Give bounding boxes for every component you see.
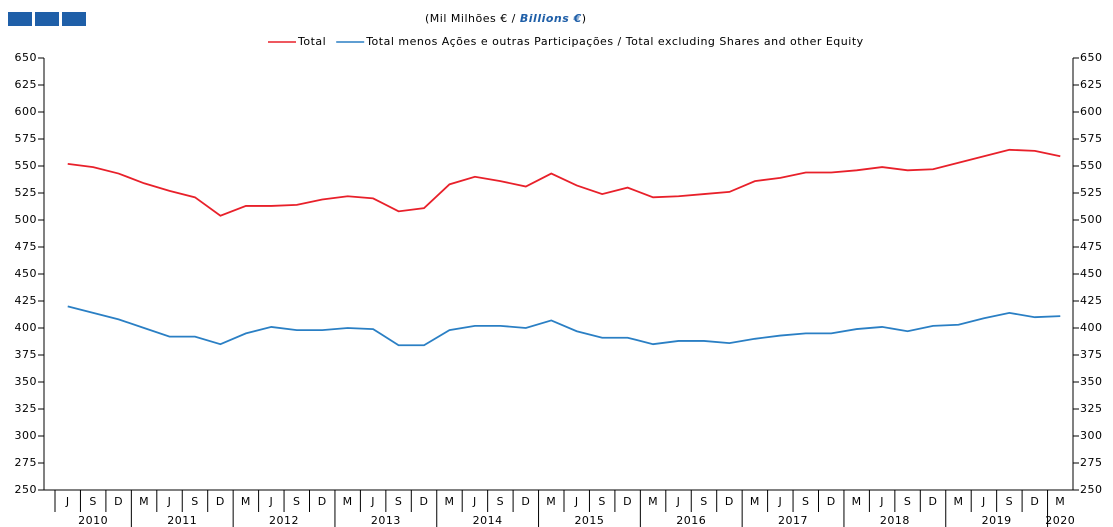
y-tick-label: 600 bbox=[15, 105, 38, 118]
x-tick-label: J bbox=[167, 495, 172, 508]
chart-title: (Mil Milhões € / Billions €) bbox=[425, 12, 587, 25]
x-tick-label: S bbox=[700, 495, 707, 508]
year-label: 2016 bbox=[676, 514, 706, 527]
year-label: 2018 bbox=[880, 514, 910, 527]
x-tick-label: M bbox=[852, 495, 862, 508]
logo-block bbox=[35, 12, 59, 26]
year-label: 2019 bbox=[982, 514, 1012, 527]
x-tick-label: M bbox=[953, 495, 963, 508]
x-tick-label: D bbox=[420, 495, 429, 508]
x-tick-label: M bbox=[139, 495, 149, 508]
x-tick-label: D bbox=[929, 495, 938, 508]
y-tick-label: 350 bbox=[15, 375, 38, 388]
y-tick-label-right: 325 bbox=[1080, 402, 1103, 415]
y-tick-label-right: 600 bbox=[1080, 105, 1103, 118]
y-tick-label: 325 bbox=[15, 402, 38, 415]
x-tick-label: S bbox=[395, 495, 402, 508]
y-tick-label: 300 bbox=[15, 429, 38, 442]
x-tick-label: S bbox=[598, 495, 605, 508]
x-tick-label: S bbox=[802, 495, 809, 508]
x-tick-label: J bbox=[472, 495, 477, 508]
x-tick-label: D bbox=[1030, 495, 1039, 508]
x-tick-label: J bbox=[268, 495, 273, 508]
year-label: 2013 bbox=[371, 514, 401, 527]
x-tick-label: M bbox=[750, 495, 760, 508]
y-tick-label-right: 575 bbox=[1080, 132, 1103, 145]
y-tick-label-right: 250 bbox=[1080, 483, 1103, 496]
x-tick-label: S bbox=[191, 495, 198, 508]
y-tick-label: 575 bbox=[15, 132, 38, 145]
y-tick-label-right: 350 bbox=[1080, 375, 1103, 388]
title-close: ) bbox=[582, 12, 587, 25]
y-tick-label-right: 450 bbox=[1080, 267, 1103, 280]
logo-block bbox=[8, 12, 32, 26]
x-tick-label: S bbox=[1006, 495, 1013, 508]
x-tick-label: M bbox=[444, 495, 454, 508]
x-tick-label: S bbox=[497, 495, 504, 508]
x-tick-label: D bbox=[318, 495, 327, 508]
x-tick-label: J bbox=[879, 495, 884, 508]
y-tick-label-right: 425 bbox=[1080, 294, 1103, 307]
year-label: 2010 bbox=[78, 514, 108, 527]
x-tick-label: D bbox=[216, 495, 225, 508]
y-tick-label: 650 bbox=[15, 51, 38, 64]
x-tick-label: J bbox=[370, 495, 375, 508]
y-tick-label-right: 275 bbox=[1080, 456, 1103, 469]
x-tick-label: J bbox=[777, 495, 782, 508]
year-label: 2012 bbox=[269, 514, 299, 527]
y-tick-label: 375 bbox=[15, 348, 38, 361]
y-tick-label-right: 375 bbox=[1080, 348, 1103, 361]
x-tick-label: J bbox=[981, 495, 986, 508]
y-tick-label-right: 475 bbox=[1080, 240, 1103, 253]
y-tick-label: 450 bbox=[15, 267, 38, 280]
y-tick-label: 250 bbox=[15, 483, 38, 496]
y-tick-label-right: 625 bbox=[1080, 78, 1103, 91]
x-tick-label: M bbox=[343, 495, 353, 508]
x-tick-label: J bbox=[65, 495, 70, 508]
x-tick-label: J bbox=[676, 495, 681, 508]
legend-label: Total bbox=[297, 35, 326, 48]
x-tick-label: J bbox=[574, 495, 579, 508]
year-label: 2017 bbox=[778, 514, 808, 527]
y-tick-label: 400 bbox=[15, 321, 38, 334]
x-tick-label: M bbox=[241, 495, 251, 508]
legend-label: Total menos Ações e outras Participações… bbox=[365, 35, 863, 48]
y-tick-label: 625 bbox=[15, 78, 38, 91]
y-tick-label-right: 650 bbox=[1080, 51, 1103, 64]
series-line bbox=[67, 148, 1061, 217]
y-tick-label: 550 bbox=[15, 159, 38, 172]
y-tick-label: 525 bbox=[15, 186, 38, 199]
year-label: 2011 bbox=[167, 514, 197, 527]
y-tick-label-right: 300 bbox=[1080, 429, 1103, 442]
y-tick-label-right: 500 bbox=[1080, 213, 1103, 226]
y-tick-label-right: 525 bbox=[1080, 186, 1103, 199]
x-tick-label: M bbox=[546, 495, 556, 508]
y-tick-label: 475 bbox=[15, 240, 38, 253]
y-tick-label: 425 bbox=[15, 294, 38, 307]
x-tick-label: S bbox=[904, 495, 911, 508]
x-tick-label: D bbox=[827, 495, 836, 508]
x-tick-label: D bbox=[114, 495, 123, 508]
year-label: 2014 bbox=[473, 514, 503, 527]
title-en: Billions € bbox=[520, 12, 582, 25]
series-line bbox=[67, 305, 1061, 347]
y-tick-label-right: 400 bbox=[1080, 321, 1103, 334]
x-tick-label: M bbox=[1055, 495, 1065, 508]
year-label: 2020 bbox=[1045, 514, 1075, 527]
title-pt: (Mil Milhões € / bbox=[425, 12, 520, 25]
y-tick-label: 275 bbox=[15, 456, 38, 469]
x-tick-label: S bbox=[89, 495, 96, 508]
x-tick-label: D bbox=[623, 495, 632, 508]
x-tick-label: D bbox=[521, 495, 530, 508]
logo-block bbox=[62, 12, 86, 26]
x-tick-label: D bbox=[725, 495, 734, 508]
y-tick-label-right: 550 bbox=[1080, 159, 1103, 172]
x-tick-label: S bbox=[293, 495, 300, 508]
y-tick-label: 500 bbox=[15, 213, 38, 226]
x-tick-label: M bbox=[648, 495, 658, 508]
year-label: 2015 bbox=[574, 514, 604, 527]
